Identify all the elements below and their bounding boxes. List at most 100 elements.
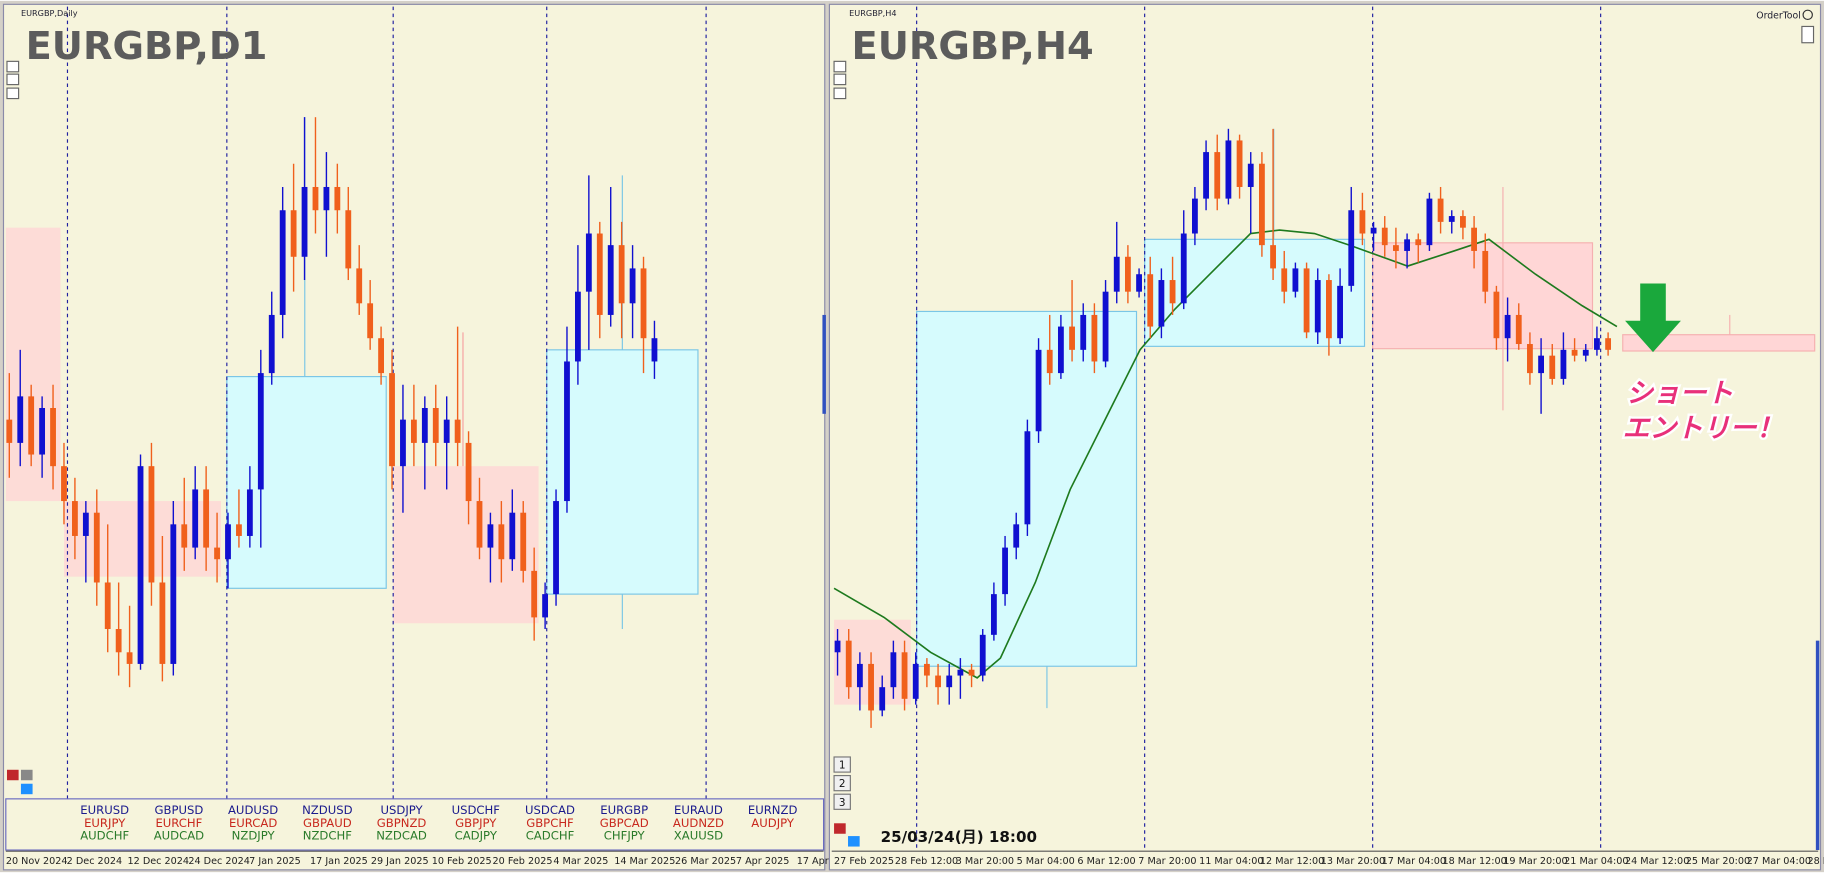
candle-body (1582, 349, 1589, 356)
icon[interactable] (6, 769, 19, 781)
candle-body (990, 594, 997, 635)
scroll-up[interactable] (833, 60, 847, 73)
symbol-link[interactable]: EURCHF (155, 816, 202, 830)
candle-body (1605, 338, 1612, 350)
candle-body (968, 669, 975, 676)
symbol-link[interactable]: GBPUSD (154, 803, 203, 817)
candle-body (61, 466, 67, 502)
symbol-link[interactable]: AUDNZD (673, 816, 724, 830)
order-tool[interactable]: OrderTool (1756, 10, 1800, 21)
candle-body (1527, 344, 1533, 374)
template-button[interactable] (833, 793, 851, 810)
symbol-link[interactable]: GBPAUD (303, 816, 352, 830)
symbol-link[interactable]: AUDUSD (228, 803, 278, 817)
candle-body (1147, 274, 1154, 327)
candle-body (1549, 355, 1556, 379)
template-button-label[interactable]: 3 (839, 797, 846, 809)
candle-body (1169, 280, 1176, 304)
x-tick-label: 3 Mar 20:00 (956, 856, 1014, 867)
symbol-link[interactable]: USDCHF (452, 803, 501, 817)
candle-body (1460, 216, 1466, 228)
x-tick-label: 7 Mar 20:00 (1138, 856, 1196, 867)
candle-body (203, 489, 210, 548)
candle-body (1214, 152, 1221, 199)
template-button-label[interactable]: 2 (839, 778, 846, 790)
tool-icon[interactable] (1802, 9, 1813, 21)
candle-body (935, 675, 941, 688)
symbol-link[interactable]: EURJPY (84, 816, 126, 830)
candle-body (946, 675, 953, 688)
symbol-link[interactable]: AUDJPY (751, 816, 795, 830)
candle-body (923, 663, 930, 676)
pin[interactable] (1801, 25, 1815, 44)
candle-body (115, 629, 122, 653)
window-tab: EURGBP,Daily (21, 8, 78, 18)
symbol-link[interactable]: EURNZD (748, 803, 798, 817)
candle-body (957, 669, 964, 676)
symbol-link[interactable]: EURAUD (674, 803, 723, 817)
symbol-link[interactable]: CADJPY (455, 829, 498, 843)
candle-body (301, 186, 308, 257)
x-tick-label: 2 Dec 2024 (67, 856, 122, 867)
candle-body (1426, 198, 1433, 246)
icon[interactable] (20, 769, 33, 781)
symbol-link[interactable]: EURUSD (80, 803, 129, 817)
icon[interactable] (834, 823, 846, 834)
x-tick-label: 26 Mar 2025 (675, 856, 736, 867)
range-box (546, 349, 699, 595)
candle-body (1381, 227, 1388, 246)
symbol-link[interactable]: NZDUSD (302, 803, 352, 817)
scroll-up[interactable] (6, 60, 20, 73)
candle-body (334, 186, 341, 211)
candle-body (520, 512, 527, 571)
symbol-link[interactable]: CADCHF (526, 829, 575, 843)
symbol-link[interactable]: AUDCAD (154, 829, 204, 843)
symbol-link[interactable]: GBPCHF (526, 816, 574, 830)
candle-body (1393, 245, 1399, 251)
symbol-link[interactable]: GBPJPY (455, 816, 497, 830)
candle-body (890, 652, 897, 688)
symbol-link[interactable]: GBPNZD (377, 816, 427, 830)
scroll-mid[interactable] (6, 73, 20, 86)
template-button-label[interactable]: 1 (839, 760, 846, 772)
symbol-link[interactable]: GBPCAD (600, 816, 649, 830)
icon[interactable] (20, 783, 33, 795)
template-button[interactable] (833, 775, 851, 792)
candle-body (17, 396, 24, 443)
symbol-link[interactable]: NZDJPY (232, 829, 276, 843)
candle-body (856, 663, 863, 688)
candle-body (378, 338, 384, 374)
candle-body (1024, 431, 1031, 525)
icon[interactable] (848, 836, 860, 847)
symbol-link[interactable]: NZDCAD (376, 829, 427, 843)
x-tick-label: 20 Feb 2025 (493, 856, 553, 867)
scroll-down[interactable] (833, 87, 847, 100)
candle-body (1080, 314, 1087, 350)
x-tick-label: 28 M (1807, 856, 1824, 867)
symbol-link[interactable]: USDCAD (525, 803, 575, 817)
symbol-link[interactable]: USDJPY (380, 803, 423, 817)
x-tick-label: 29 Jan 2025 (371, 856, 429, 867)
candle-body (225, 524, 231, 560)
candle-body (1404, 239, 1410, 251)
template-button[interactable] (833, 756, 851, 773)
candle-body (214, 547, 220, 560)
candle-body (1292, 268, 1299, 292)
candle-body (268, 314, 275, 374)
scroll-down[interactable] (6, 87, 20, 100)
x-tick-label: 25 Mar 20:00 (1686, 856, 1750, 867)
candle-body (596, 233, 603, 315)
candle-body (367, 303, 374, 339)
symbol-link[interactable]: CHFJPY (604, 829, 646, 843)
symbol-link[interactable]: AUDCHF (80, 829, 129, 843)
symbol-link[interactable]: NZDCHF (303, 829, 352, 843)
symbol-panel (5, 798, 825, 851)
symbol-link[interactable]: EURCAD (229, 816, 277, 830)
candle-body (1437, 198, 1444, 222)
candle-body (531, 570, 538, 618)
symbol-link[interactable]: EURGBP (600, 803, 648, 817)
candle-body (476, 501, 483, 548)
symbol-link[interactable]: XAUUSD (674, 829, 723, 843)
scroll-mid[interactable] (833, 73, 847, 86)
